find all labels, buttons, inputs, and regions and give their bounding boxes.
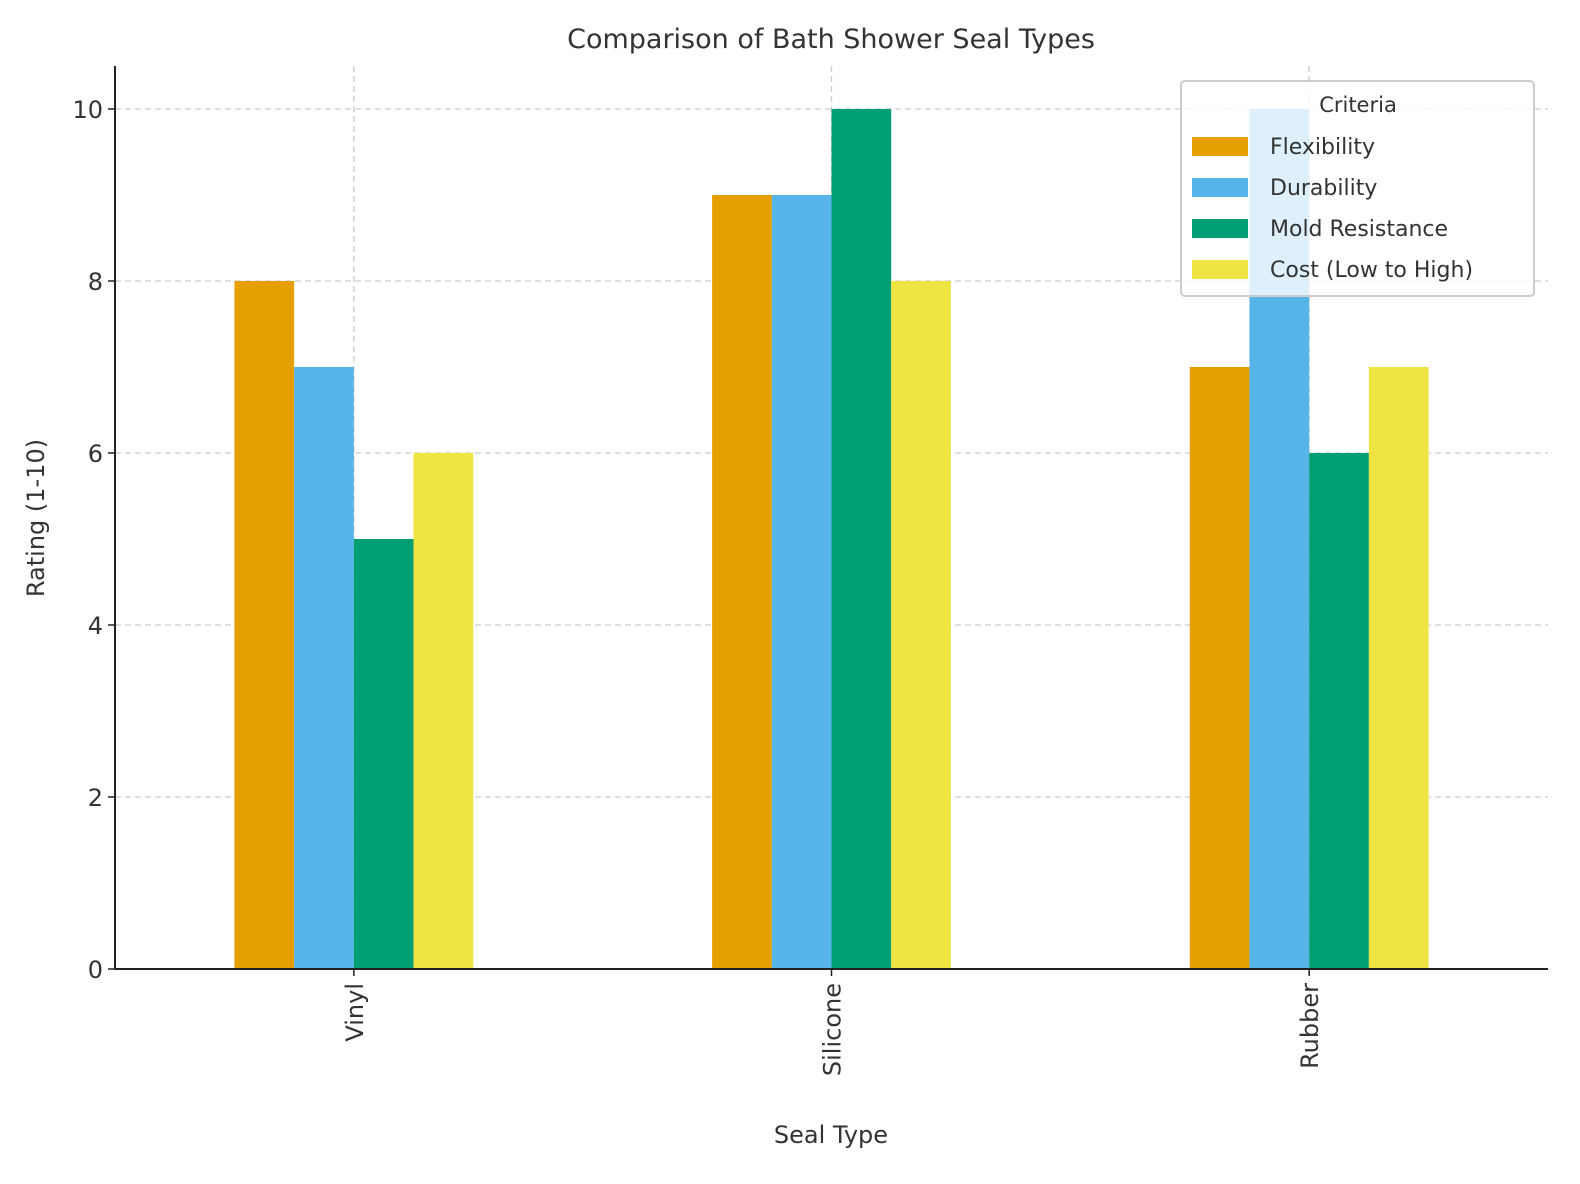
x-axis-label: Seal Type bbox=[774, 1121, 888, 1149]
y-tick-label: 2 bbox=[88, 784, 103, 812]
bar-vinyl-mold-resistance bbox=[353, 539, 414, 969]
bar-silicone-mold-resistance bbox=[831, 109, 892, 969]
x-tick-label: Vinyl bbox=[341, 983, 369, 1042]
legend-swatch bbox=[1192, 219, 1248, 238]
y-tick-label: 4 bbox=[88, 612, 103, 640]
legend-title: Criteria bbox=[1319, 93, 1397, 117]
bar-vinyl-cost-low-to-high bbox=[413, 453, 474, 969]
legend-label: Flexibility bbox=[1270, 135, 1375, 160]
x-ticks: Vinyl Silicone Rubber bbox=[341, 969, 1324, 1076]
bar-silicone-cost-low-to-high bbox=[891, 281, 951, 969]
x-tick-label: Rubber bbox=[1296, 983, 1324, 1069]
bars bbox=[234, 109, 1429, 969]
legend: Criteria Flexibility Durability Mold Resis… bbox=[1180, 80, 1535, 297]
y-tick-label: 0 bbox=[88, 956, 103, 984]
bar-vinyl-durability bbox=[294, 367, 354, 969]
legend-swatch bbox=[1192, 137, 1248, 156]
legend-swatch bbox=[1192, 260, 1248, 279]
legend-label: Mold Resistance bbox=[1270, 217, 1448, 242]
legend-swatch bbox=[1192, 178, 1248, 197]
legend-box bbox=[1180, 80, 1535, 297]
bar-silicone-flexibility bbox=[712, 195, 772, 969]
bar-silicone-durability bbox=[771, 195, 832, 969]
legend-label: Durability bbox=[1270, 176, 1377, 201]
y-ticks: 0 2 4 6 8 10 bbox=[72, 96, 115, 984]
bar-rubber-cost-low-to-high bbox=[1368, 367, 1429, 969]
y-tick-label: 8 bbox=[88, 268, 103, 296]
bar-rubber-mold-resistance bbox=[1309, 453, 1369, 969]
chart-title: Comparison of Bath Shower Seal Types bbox=[567, 24, 1095, 55]
y-tick-label: 10 bbox=[72, 96, 103, 124]
y-tick-label: 6 bbox=[88, 440, 103, 468]
y-axis-label: Rating (1-10) bbox=[22, 439, 50, 597]
bar-vinyl-flexibility bbox=[234, 281, 295, 969]
bar-rubber-flexibility bbox=[1189, 367, 1250, 969]
x-tick-label: Silicone bbox=[819, 983, 847, 1076]
legend-label: Cost (Low to High) bbox=[1270, 258, 1473, 283]
